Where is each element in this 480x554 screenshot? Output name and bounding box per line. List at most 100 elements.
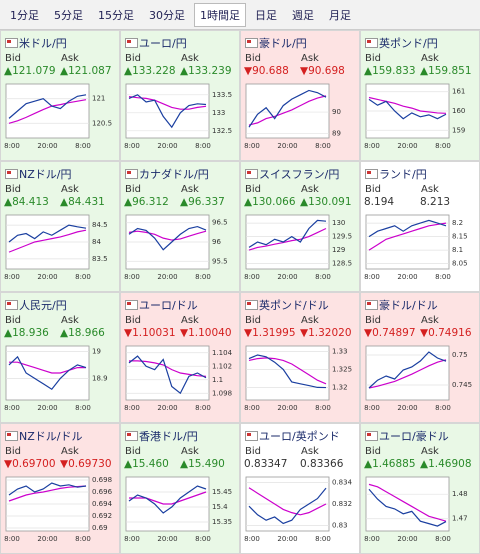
rate-card[interactable]: 英ポンド/円 Bid Ask ▲159.833 ▲159.851 161 160 159 8:0… <box>360 30 480 161</box>
mini-chart: 1.33 1.325 1.32 8:00 20:00 8:00 <box>244 345 352 412</box>
y-tick-label: 84 <box>92 238 101 246</box>
mini-chart: 0.75 0.745 8:00 20:00 8:00 <box>364 345 472 412</box>
x-tick-label: 20:00 <box>157 404 177 412</box>
x-tick-label: 8:00 <box>75 404 91 412</box>
currency-flag <box>5 300 18 310</box>
bid-label: Bid <box>245 53 261 64</box>
pair-name: 豪ドル/円 <box>259 37 307 50</box>
y-tick-label: 1.325 <box>332 365 352 373</box>
rate-card[interactable]: スイスフラン/円 Bid Ask ▲130.066 ▲130.091 130 129.5 12… <box>240 161 360 292</box>
rate-card[interactable]: 英ポンド/ドル Bid Ask ▼1.31995 ▼1.32020 1.33 1.325 1.… <box>240 292 360 423</box>
ask-label: Ask <box>61 446 79 457</box>
y-tick-label: 1.47 <box>452 515 468 523</box>
y-tick-label: 96.5 <box>212 219 228 227</box>
rate-card[interactable]: 香港ドル/円 Bid Ask ▲15.460 ▲15.490 15.45 15.4 15.35… <box>120 423 240 554</box>
x-tick-label: 8:00 <box>435 535 451 543</box>
price-line <box>128 485 207 514</box>
moving-average-line <box>248 357 327 385</box>
pair-name: NZドル/ドル <box>19 430 83 443</box>
timeframe-tabs: 1分足 5分足 15分足 30分足 1時間足 日足 週足 月足 <box>0 0 480 30</box>
ask-label: Ask <box>301 446 319 457</box>
x-tick-label: 20:00 <box>157 535 177 543</box>
timeframe-tab[interactable]: 1分足 <box>10 8 39 22</box>
x-tick-label: 20:00 <box>157 142 177 150</box>
x-tick-label: 20:00 <box>37 535 57 543</box>
ask-label: Ask <box>181 446 199 457</box>
bid-value: ▲15.460 <box>124 458 169 470</box>
ask-value: ▼1.32020 <box>300 327 352 339</box>
rate-card[interactable]: ユーロ/ドル Bid Ask ▼1.10031 ▼1.10040 1.104 1.102 1.… <box>120 292 240 423</box>
chart-frame <box>5 83 90 139</box>
rate-card[interactable]: ユーロ/円 Bid Ask ▲133.228 ▲133.239 133.5 133 132.5… <box>120 30 240 161</box>
bid-value: ▲96.312 <box>124 196 169 208</box>
pair-name: ユーロ/豪ドル <box>379 430 449 443</box>
rate-card[interactable]: 豪ドル/ドル Bid Ask ▼0.74897 ▼0.74916 0.75 0.745 8:0… <box>360 292 480 423</box>
pair-name: スイスフラン/円 <box>259 168 340 181</box>
y-tick-label: 133.5 <box>212 91 232 99</box>
x-tick-label: 8:00 <box>435 142 451 150</box>
y-tick-label: 160 <box>452 107 465 115</box>
rate-card[interactable]: ユーロ/英ポンド Bid Ask 0.83347 0.83366 0.834 0.832 0.… <box>240 423 360 554</box>
pair-name: 英ポンド/ドル <box>259 299 329 312</box>
timeframe-tab[interactable]: 1時間足 <box>194 2 246 27</box>
y-tick-label: 15.4 <box>212 503 228 511</box>
moving-average-line <box>368 222 447 251</box>
x-tick-label: 20:00 <box>397 535 417 543</box>
currency-flag <box>125 169 138 179</box>
pair-name: ユーロ/ドル <box>139 299 198 312</box>
bid-label: Bid <box>365 446 381 457</box>
bid-label: Bid <box>5 53 21 64</box>
x-tick-label: 8:00 <box>4 142 20 150</box>
x-tick-label: 8:00 <box>75 142 91 150</box>
x-tick-label: 8:00 <box>124 535 140 543</box>
y-tick-label: 1.098 <box>212 389 232 397</box>
timeframe-tab[interactable]: 5分足 <box>54 8 83 22</box>
y-tick-label: 8.2 <box>452 219 463 227</box>
rate-card[interactable]: 豪ドル/円 Bid Ask ▼90.688 ▼90.698 90 89 8:00 20:00 8:… <box>240 30 360 161</box>
timeframe-tab[interactable]: 30分足 <box>149 8 185 22</box>
bid-label: Bid <box>125 184 141 195</box>
currency-flag <box>245 38 258 48</box>
rate-card[interactable]: NZドル/円 Bid Ask ▲84.413 ▲84.431 84.5 84 83.5 8:00… <box>0 161 120 292</box>
bid-value: ▲84.413 <box>4 196 49 208</box>
rate-card[interactable]: カナダドル/円 Bid Ask ▲96.312 ▲96.337 96.5 96 95.5 8:0… <box>120 161 240 292</box>
price-line <box>128 94 207 129</box>
price-line <box>248 219 327 248</box>
ask-value: 8.213 <box>420 196 451 208</box>
rate-card[interactable]: 米ドル/円 Bid Ask ▲121.079 ▲121.087 121 120.5 8:00 2… <box>0 30 120 161</box>
rate-card[interactable]: ランド/円 Bid Ask 8.194 8.213 8.2 8.15 8.1 8.05 8:00 2… <box>360 161 480 292</box>
bid-value: ▲1.46885 <box>364 458 416 470</box>
ask-label: Ask <box>61 53 79 64</box>
timeframe-tab[interactable]: 15分足 <box>98 8 134 22</box>
moving-average-line <box>129 491 207 505</box>
rate-card[interactable]: ユーロ/豪ドル Bid Ask ▲1.46885 ▲1.46908 1.48 1.47 8:0… <box>360 423 480 554</box>
x-tick-label: 20:00 <box>157 273 177 281</box>
timeframe-tab[interactable]: 日足 <box>255 8 277 22</box>
x-tick-label: 8:00 <box>124 273 140 281</box>
pair-name: ユーロ/英ポンド <box>259 430 340 443</box>
currency-flag <box>125 300 138 310</box>
rate-card[interactable]: 人民元/円 Bid Ask ▲18.936 ▲18.966 19 18.9 8:00 20:00… <box>0 292 120 423</box>
rate-card[interactable]: NZドル/ドル Bid Ask ▼0.69700 ▼0.69730 0.698 0.696 0… <box>0 423 120 554</box>
ask-value: ▼1.10040 <box>180 327 232 339</box>
currency-flag <box>5 38 18 48</box>
pair-name: 人民元/円 <box>19 299 67 312</box>
y-tick-label: 15.45 <box>212 488 232 496</box>
x-tick-label: 8:00 <box>124 142 140 150</box>
bid-value: ▼0.69700 <box>4 458 56 470</box>
ask-value: ▼90.698 <box>300 65 345 77</box>
price-line <box>368 488 447 527</box>
price-line <box>128 225 207 251</box>
y-tick-label: 15.35 <box>212 518 232 526</box>
price-line <box>8 94 87 119</box>
x-tick-label: 20:00 <box>37 404 57 412</box>
currency-flag <box>365 431 378 441</box>
y-tick-label: 121 <box>92 95 105 103</box>
timeframe-tab[interactable]: 月足 <box>329 8 351 22</box>
moving-average-line <box>8 99 87 124</box>
price-line <box>8 482 87 496</box>
price-line <box>248 487 327 525</box>
timeframe-tab[interactable]: 週足 <box>292 8 314 22</box>
